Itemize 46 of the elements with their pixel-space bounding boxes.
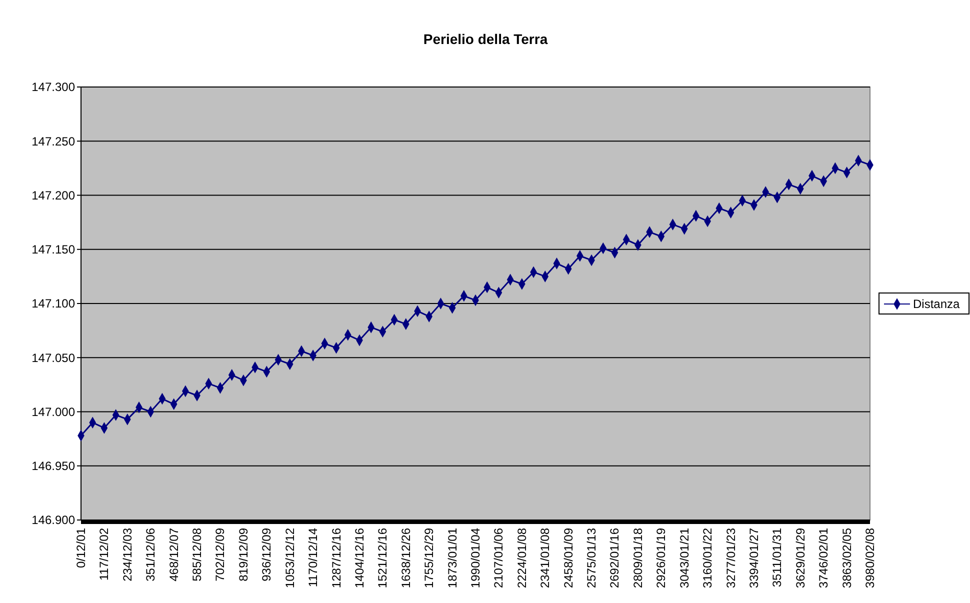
x-tick-label: 3746/02/01: [816, 528, 831, 588]
x-tick-label: 234/12/03: [120, 528, 134, 582]
x-tick-label: 2458/01/09: [561, 528, 576, 588]
x-tick-label: 585/12/08: [190, 528, 204, 582]
x-tick-label: 936/12/09: [260, 528, 274, 582]
y-tick-label: 147.200: [32, 188, 76, 202]
y-tick-label: 147.300: [32, 80, 76, 94]
x-tick-label: 1990/01/04: [468, 528, 482, 588]
x-tick-label: 819/12/09: [236, 528, 250, 582]
x-tick-label: 2926/01/19: [654, 528, 668, 588]
x-tick-label: 3863/02/05: [840, 528, 854, 588]
x-tick-label: 117/12/02: [97, 528, 112, 580]
x-tick-label: 351/12/06: [144, 528, 158, 582]
x-tick-label: 3980/02/08: [863, 528, 877, 588]
x-tick-label: 0/12/01: [74, 528, 88, 568]
y-tick-label: 147.050: [32, 350, 76, 365]
x-tick-label: 1638/12/26: [398, 528, 413, 588]
x-tick-label: 2809/01/18: [630, 528, 645, 588]
x-tick-label: 2341/01/08: [538, 528, 552, 588]
x-tick-label: 3043/01/21: [677, 528, 692, 588]
x-tick-label: 3511/01/31: [770, 528, 784, 588]
x-tick-label: 702/12/09: [213, 528, 228, 582]
x-tick-label: 2107/01/06: [492, 528, 506, 588]
x-tick-label: 1755/12/29: [422, 528, 436, 588]
x-tick-label: 1521/12/16: [376, 528, 390, 588]
y-tick-label: 147.150: [32, 242, 76, 257]
y-tick-label: 147.250: [32, 134, 76, 148]
x-tick-label: 1873/01/01: [445, 528, 460, 588]
legend-label: Distanza: [913, 297, 960, 312]
x-tick-label: 3629/01/29: [793, 528, 808, 588]
x-tick-label: 1404/12/16: [352, 528, 366, 588]
x-tick-label: 1287/12/16: [329, 528, 344, 588]
x-tick-label: 2692/01/16: [608, 528, 622, 588]
y-tick-label: 147.000: [32, 404, 76, 419]
y-tick-label: 146.900: [32, 513, 76, 528]
chart-title: Perielio della Terra: [423, 31, 548, 47]
x-tick-label: 1170/12/14: [306, 528, 320, 588]
x-tick-label: 1053/12/12: [282, 528, 297, 588]
x-tick-label: 3277/01/23: [724, 528, 738, 588]
y-tick-label: 147.100: [32, 296, 76, 311]
x-tick-label: 2575/01/13: [584, 528, 599, 588]
x-tick-label: 3160/01/22: [700, 528, 715, 588]
x-tick-label: 3394/01/27: [746, 528, 761, 588]
y-tick-label: 146.950: [32, 459, 76, 474]
x-tick-label: 2224/01/08: [514, 528, 529, 588]
x-tick-label: 468/12/07: [166, 528, 181, 582]
